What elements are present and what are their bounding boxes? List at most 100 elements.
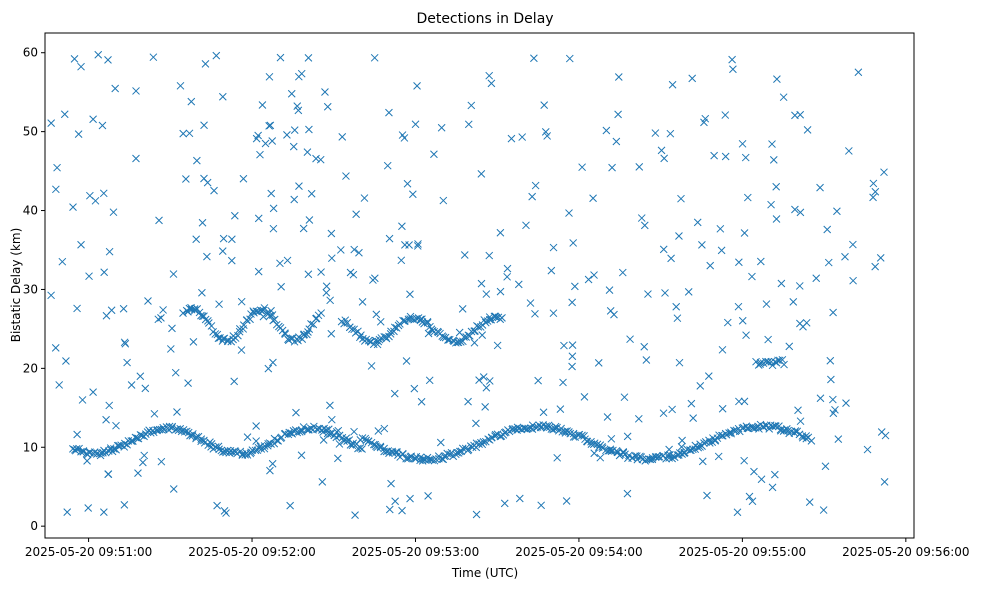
- data-point: [568, 341, 577, 350]
- data-point: [688, 74, 697, 83]
- data-point: [367, 362, 376, 370]
- data-point: [297, 427, 306, 436]
- data-point: [168, 324, 176, 333]
- data-point: [58, 257, 67, 266]
- data-point: [350, 427, 358, 436]
- data-point: [182, 175, 190, 183]
- data-point: [119, 304, 128, 313]
- data-point: [816, 394, 825, 403]
- data-point: [738, 139, 747, 148]
- data-point: [478, 331, 487, 340]
- data-point: [537, 501, 546, 510]
- data-point: [294, 106, 303, 115]
- data-point: [304, 328, 312, 336]
- data-point: [318, 477, 327, 486]
- data-point: [607, 434, 616, 443]
- data-point: [673, 314, 682, 323]
- data-point: [706, 261, 715, 270]
- data-point: [134, 469, 142, 477]
- data-point: [334, 454, 342, 463]
- data-point: [266, 466, 274, 475]
- data-point: [258, 101, 267, 109]
- data-point: [252, 422, 260, 430]
- data-point: [336, 246, 345, 254]
- data-point: [819, 506, 828, 514]
- data-point: [326, 429, 334, 438]
- data-point: [305, 125, 313, 134]
- data-point: [343, 318, 352, 327]
- data-point: [228, 448, 237, 456]
- data-point: [723, 318, 732, 327]
- y-tick-label: 50: [23, 125, 38, 139]
- data-point: [327, 229, 336, 238]
- data-point: [390, 389, 399, 398]
- data-point: [740, 397, 749, 406]
- data-point: [197, 311, 205, 320]
- data-point: [292, 408, 300, 417]
- data-point: [735, 258, 743, 267]
- data-point: [77, 240, 85, 249]
- data-point: [479, 437, 488, 446]
- data-point: [289, 142, 298, 151]
- data-point: [369, 276, 377, 284]
- data-point: [424, 329, 433, 338]
- data-point: [651, 129, 660, 137]
- data-point: [880, 477, 889, 486]
- data-point: [406, 290, 414, 299]
- data-point: [372, 310, 381, 319]
- data-point: [778, 355, 787, 364]
- data-point: [796, 208, 805, 217]
- data-point: [748, 272, 756, 281]
- data-point: [414, 240, 422, 248]
- data-point: [652, 452, 660, 461]
- data-point: [169, 270, 178, 278]
- data-point: [70, 55, 79, 63]
- data-point: [203, 252, 211, 261]
- data-point: [467, 101, 476, 110]
- data-point: [405, 241, 413, 249]
- data-point: [791, 205, 799, 214]
- data-point: [565, 54, 574, 63]
- data-point: [157, 314, 165, 322]
- data-point: [762, 421, 771, 430]
- data-point: [267, 189, 276, 198]
- data-point: [515, 494, 524, 503]
- data-point: [373, 340, 382, 349]
- data-point: [305, 216, 314, 224]
- data-point: [718, 345, 727, 354]
- data-point: [321, 88, 329, 96]
- data-point: [360, 194, 369, 202]
- data-point: [777, 279, 786, 288]
- data-point: [841, 252, 849, 261]
- data-point: [322, 288, 331, 297]
- x-tick-label: 2025-05-20 09:55:00: [679, 545, 806, 559]
- data-point: [227, 256, 236, 265]
- data-point: [659, 409, 668, 418]
- data-point: [482, 383, 491, 392]
- data-point: [322, 282, 331, 291]
- data-point: [802, 434, 811, 443]
- data-point: [661, 289, 669, 297]
- data-point: [62, 357, 70, 365]
- data-point: [281, 329, 289, 337]
- data-point: [364, 336, 373, 345]
- data-point: [677, 194, 685, 203]
- data-point: [842, 399, 850, 407]
- data-point: [479, 373, 488, 381]
- data-point: [436, 438, 445, 447]
- data-point: [342, 172, 350, 180]
- data-point: [115, 441, 123, 450]
- data-point: [260, 442, 269, 450]
- data-point: [219, 234, 228, 243]
- data-point: [294, 333, 303, 341]
- data-point: [338, 133, 347, 141]
- data-point: [493, 341, 502, 350]
- data-point: [290, 195, 299, 204]
- data-point: [120, 501, 129, 509]
- data-point: [569, 239, 578, 247]
- data-point: [743, 193, 752, 202]
- data-point: [200, 121, 208, 130]
- data-point: [729, 65, 737, 74]
- data-point: [410, 384, 419, 393]
- data-point: [590, 449, 599, 458]
